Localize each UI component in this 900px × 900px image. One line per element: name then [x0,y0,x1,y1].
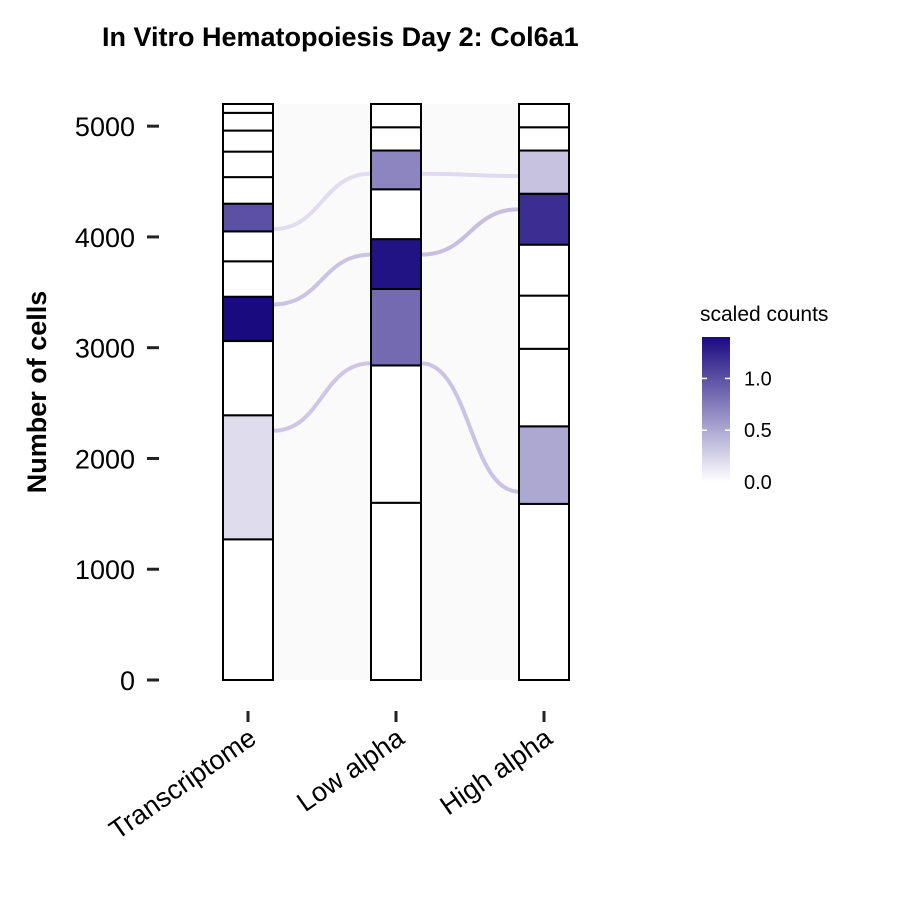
legend-label-0: 0.0 [744,472,772,494]
y-axis-title: Number of cells [22,291,52,494]
stratum-1 [518,425,570,505]
stratum-2 [370,287,422,367]
stratum-6 [518,149,570,195]
x-axis: Transcriptome Low alpha High alpha [104,711,558,845]
stratum-3 [222,295,274,343]
stratum-3 [518,294,570,350]
y-tick-label-2: 2000 [75,444,135,474]
x-tick-label-1: Low alpha [291,722,410,818]
chart-title: In Vitro Hematopoiesis Day 2: Col6a1 [102,22,579,52]
stratum-7 [518,126,570,152]
stack-high-alpha [518,103,570,681]
stratum-6 [222,202,274,233]
stratum-4 [222,260,274,298]
legend-title: scaled counts [700,303,828,326]
stratum-0 [222,538,274,681]
stacked-bars [222,103,570,681]
stratum-4 [518,243,570,297]
stratum-0 [370,501,422,681]
flow-lines [272,171,520,494]
flow-line-1 [272,252,372,307]
stratum-11 [222,103,274,114]
legend-label-2: 1.0 [744,368,772,390]
stratum-2 [518,347,570,428]
stack-transcriptome [222,103,274,681]
flow-line-4 [420,207,520,257]
flow-line-2 [272,361,372,433]
stratum-5 [370,149,422,191]
flow-band-0 [273,104,371,680]
stratum-7 [370,103,422,129]
stratum-6 [370,126,422,152]
stratum-1 [370,364,422,504]
y-axis: 0 1000 2000 3000 4000 5000 [75,112,159,696]
y-tick-label-1: 1000 [75,555,135,585]
y-tick-label-0: 0 [120,666,135,696]
x-tick-label-0: Transcriptome [104,722,262,845]
flow-band-1 [421,104,519,680]
legend: scaled counts 0.0 0.5 1.0 [700,303,828,494]
y-tick-label-4: 4000 [75,223,135,253]
stratum-5 [222,230,274,263]
stratum-1 [222,414,274,541]
stratum-8 [518,103,570,129]
legend-colorbar [702,337,730,482]
stack-low-alpha [370,103,422,681]
stratum-5 [518,192,570,246]
legend-label-1: 0.5 [744,420,772,442]
stratum-3 [370,238,422,290]
x-tick-label-2: High alpha [434,722,558,821]
flow-line-0 [272,171,372,232]
stratum-8 [222,150,274,179]
y-tick-label-5: 5000 [75,112,135,142]
y-tick-label-3: 3000 [75,334,135,364]
stratum-7 [222,176,274,205]
stratum-0 [518,502,570,681]
flow-line-3 [420,171,520,178]
stratum-4 [370,188,422,241]
stratum-10 [222,111,274,132]
stratum-2 [222,340,274,417]
stratum-9 [222,129,274,153]
flow-line-5 [420,361,520,494]
